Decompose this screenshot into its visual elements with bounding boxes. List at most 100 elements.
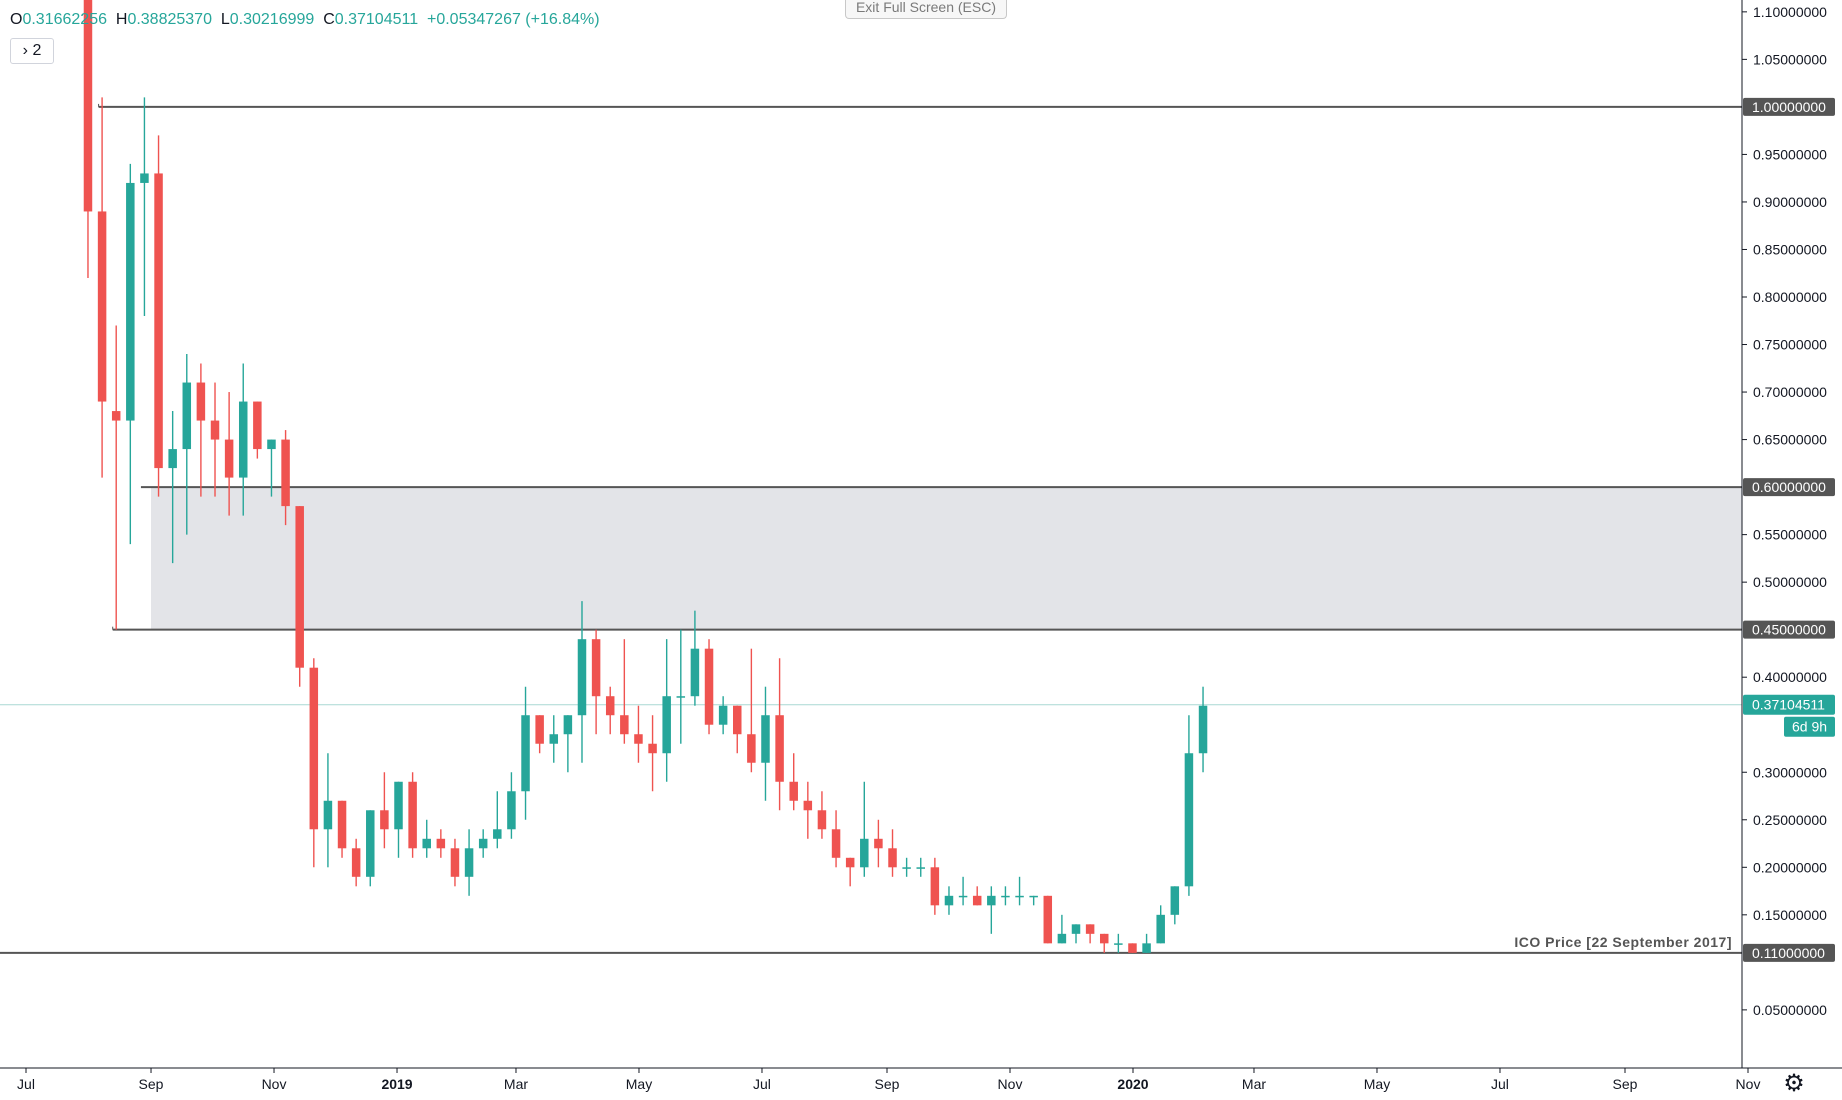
candle[interactable]: [704, 639, 714, 735]
candle-body: [1099, 933, 1109, 944]
candle[interactable]: [747, 648, 756, 773]
gear-icon[interactable]: ⚙: [1783, 1070, 1805, 1097]
candle-body: [380, 810, 389, 830]
exit-fullscreen-button[interactable]: Exit Full Screen (ESC): [845, 0, 1007, 19]
candle[interactable]: [591, 629, 601, 735]
candle[interactable]: [690, 610, 700, 706]
candle[interactable]: [549, 715, 559, 763]
candle[interactable]: [422, 819, 431, 858]
candle[interactable]: [196, 363, 206, 497]
candle[interactable]: [507, 772, 516, 839]
candle[interactable]: [295, 506, 304, 687]
candle[interactable]: [761, 686, 770, 801]
candle[interactable]: [1170, 886, 1180, 925]
candle[interactable]: [648, 715, 657, 792]
candle[interactable]: [831, 810, 841, 868]
candle[interactable]: [97, 97, 107, 478]
candle[interactable]: [168, 411, 177, 564]
candle[interactable]: [563, 715, 573, 773]
candle[interactable]: [238, 363, 248, 516]
candle[interactable]: [493, 791, 502, 849]
x-tick-label: Jul: [753, 1076, 771, 1092]
candle-body: [111, 411, 121, 421]
bar-countdown: 6d 9h: [1792, 719, 1827, 735]
candle[interactable]: [1142, 933, 1151, 953]
candle[interactable]: [1128, 943, 1137, 953]
candle[interactable]: [605, 686, 615, 735]
candle[interactable]: [789, 753, 798, 811]
candle[interactable]: [1085, 924, 1095, 944]
candle[interactable]: [1057, 914, 1067, 944]
candle[interactable]: [972, 886, 982, 906]
candle[interactable]: [83, 0, 93, 278]
candle[interactable]: [253, 401, 262, 459]
candle[interactable]: [888, 829, 897, 877]
candle[interactable]: [987, 886, 996, 934]
candle[interactable]: [408, 772, 417, 858]
candle[interactable]: [267, 439, 276, 497]
candle[interactable]: [845, 857, 855, 887]
y-tick-label: 1.10000000: [1753, 4, 1827, 20]
candle[interactable]: [535, 715, 544, 754]
candle[interactable]: [380, 772, 389, 849]
candle[interactable]: [1114, 933, 1123, 953]
candle[interactable]: [930, 857, 940, 915]
candle[interactable]: [210, 382, 220, 497]
candle[interactable]: [394, 781, 403, 858]
collapse-indicators-button[interactable]: › 2: [10, 38, 54, 64]
candle[interactable]: [140, 97, 149, 317]
candle[interactable]: [1099, 933, 1109, 953]
candle[interactable]: [676, 629, 686, 744]
candle[interactable]: [111, 325, 121, 630]
candle[interactable]: [733, 705, 742, 754]
candle[interactable]: [902, 857, 911, 877]
candle[interactable]: [224, 392, 234, 516]
candle[interactable]: [874, 819, 883, 868]
candle[interactable]: [337, 800, 347, 858]
candle[interactable]: [817, 791, 827, 839]
candle[interactable]: [323, 753, 333, 868]
candle[interactable]: [126, 163, 135, 545]
candle-body: [493, 829, 502, 839]
candle[interactable]: [916, 857, 925, 877]
candle[interactable]: [1015, 876, 1024, 906]
candle[interactable]: [450, 838, 460, 887]
candle[interactable]: [1156, 905, 1165, 944]
candle-body: [704, 648, 714, 725]
candle[interactable]: [154, 135, 163, 497]
candle[interactable]: [366, 810, 375, 887]
candle-body: [97, 211, 107, 402]
candle[interactable]: [958, 876, 968, 906]
candle-body: [1043, 895, 1053, 944]
candle[interactable]: [577, 601, 587, 763]
candle[interactable]: [281, 430, 290, 526]
candle[interactable]: [662, 639, 671, 782]
candle[interactable]: [1071, 924, 1081, 944]
candle[interactable]: [436, 829, 446, 858]
candle[interactable]: [775, 658, 784, 811]
candle[interactable]: [634, 705, 643, 763]
candle[interactable]: [1029, 895, 1038, 906]
candle[interactable]: [1198, 686, 1208, 773]
candle[interactable]: [464, 829, 474, 896]
candle[interactable]: [478, 829, 488, 858]
candle-body: [577, 639, 587, 716]
candle[interactable]: [718, 696, 728, 735]
candle[interactable]: [309, 658, 319, 868]
candle[interactable]: [521, 686, 530, 820]
candle[interactable]: [182, 354, 192, 535]
candle[interactable]: [620, 639, 629, 744]
candle[interactable]: [1184, 715, 1194, 896]
candle[interactable]: [803, 781, 813, 839]
candle[interactable]: [860, 781, 869, 877]
candle[interactable]: [1043, 895, 1053, 944]
candle[interactable]: [1001, 886, 1010, 906]
low-value: 0.30216999: [229, 11, 315, 28]
candle[interactable]: [944, 886, 954, 915]
candle-body: [831, 829, 841, 858]
candle-body: [747, 734, 756, 763]
y-tick-label: 0.90000000: [1753, 194, 1827, 210]
candle[interactable]: [351, 838, 361, 887]
y-tick-label: 0.95000000: [1753, 146, 1827, 162]
